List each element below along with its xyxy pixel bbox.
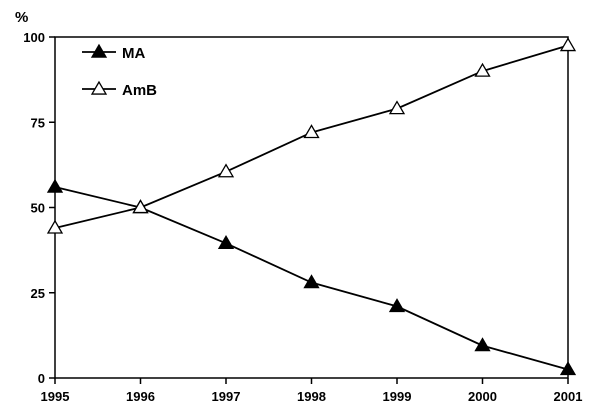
data-point-amb: [559, 37, 577, 52]
y-tick-label: 100: [23, 30, 45, 45]
y-tick-label: 0: [38, 371, 45, 386]
x-tick-label: 1996: [126, 389, 155, 404]
data-point-ma: [303, 274, 320, 289]
x-tick-label: 1999: [383, 389, 412, 404]
series-amb: [46, 37, 577, 234]
legend-marker-amb: [90, 80, 108, 95]
data-point-ma: [388, 298, 406, 313]
data-point-amb: [132, 199, 149, 214]
legend-label-ma: MA: [122, 45, 145, 62]
x-tick-label: 1998: [297, 389, 326, 404]
x-tick-label: 2001: [554, 389, 583, 404]
data-point-amb: [388, 100, 406, 115]
data-point-ma: [217, 235, 235, 249]
data-point-amb: [474, 62, 491, 77]
chart-legend: MA AmB: [82, 43, 157, 99]
y-tick-label: 25: [31, 286, 45, 301]
y-tick-label: 50: [31, 201, 45, 216]
data-point-ma: [559, 361, 577, 376]
series-layer: [46, 37, 577, 376]
legend-marker-ma: [90, 43, 108, 58]
legend-label-amb: AmB: [122, 82, 157, 99]
chart-axes: 0 25 50 75 100 1995 1996 1997 1998 1999 2000 2001: [23, 30, 582, 404]
x-tick-label: 1997: [212, 389, 241, 404]
series-ma: [46, 178, 577, 376]
data-point-ma: [46, 178, 64, 193]
x-tick-label: 1995: [41, 389, 70, 404]
y-axis-unit-label: %: [15, 9, 28, 26]
data-point-amb: [46, 219, 64, 234]
data-point-ma: [474, 337, 491, 352]
x-tick-label: 2000: [468, 389, 497, 404]
data-point-amb: [217, 163, 235, 178]
data-point-amb: [303, 124, 320, 139]
y-tick-label: 75: [31, 115, 45, 130]
